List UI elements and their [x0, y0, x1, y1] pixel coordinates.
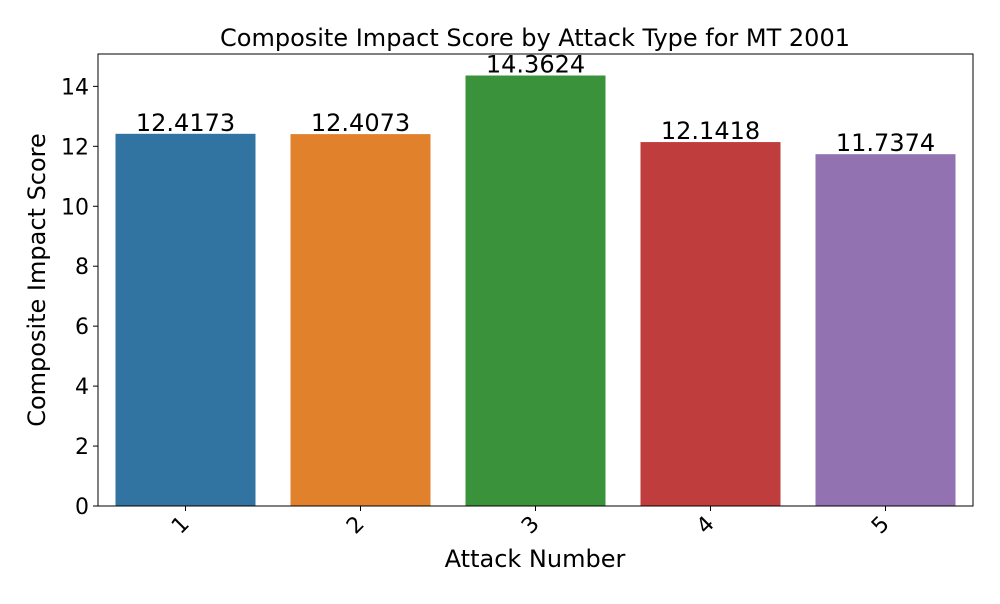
bar-1	[115, 133, 256, 506]
value-labels-group: 12.4173 12.4073 14.3624 12.1418 11.7374	[136, 51, 935, 158]
y-tick-label-12: 12	[61, 135, 89, 160]
bar-5	[815, 154, 956, 506]
bar-4	[640, 142, 781, 507]
x-axis: 1 2 3 4 5	[167, 506, 895, 539]
bar-2	[290, 134, 431, 506]
y-tick-label-2: 2	[75, 435, 89, 460]
y-tick-label-14: 14	[61, 75, 89, 100]
x-tick-label-2: 2	[342, 512, 370, 540]
bar-3	[465, 75, 606, 506]
x-axis-label: Attack Number	[445, 545, 626, 573]
y-tick-label-8: 8	[75, 255, 89, 280]
y-axis-label: Composite Impact Score	[23, 133, 51, 427]
y-tick-label-10: 10	[61, 195, 89, 220]
bar-value-label-1: 12.4173	[136, 109, 235, 137]
y-tick-label-0: 0	[75, 495, 89, 520]
y-axis: 0 2 4 6 8 10 12 14	[61, 75, 98, 520]
x-tick-label-4: 4	[692, 512, 720, 540]
bars-group	[115, 75, 956, 507]
x-tick-label-5: 5	[867, 512, 895, 540]
bar-value-label-2: 12.4073	[311, 109, 410, 137]
chart-title: Composite Impact Score by Attack Type fo…	[220, 24, 850, 52]
bar-value-label-5: 11.7374	[836, 129, 935, 157]
y-tick-label-4: 4	[75, 375, 89, 400]
bar-value-label-3: 14.3624	[486, 51, 585, 79]
bar-value-label-4: 12.1418	[661, 117, 760, 145]
y-tick-label-6: 6	[75, 315, 89, 340]
x-tick-label-3: 3	[517, 512, 545, 540]
x-tick-label-1: 1	[167, 512, 195, 540]
